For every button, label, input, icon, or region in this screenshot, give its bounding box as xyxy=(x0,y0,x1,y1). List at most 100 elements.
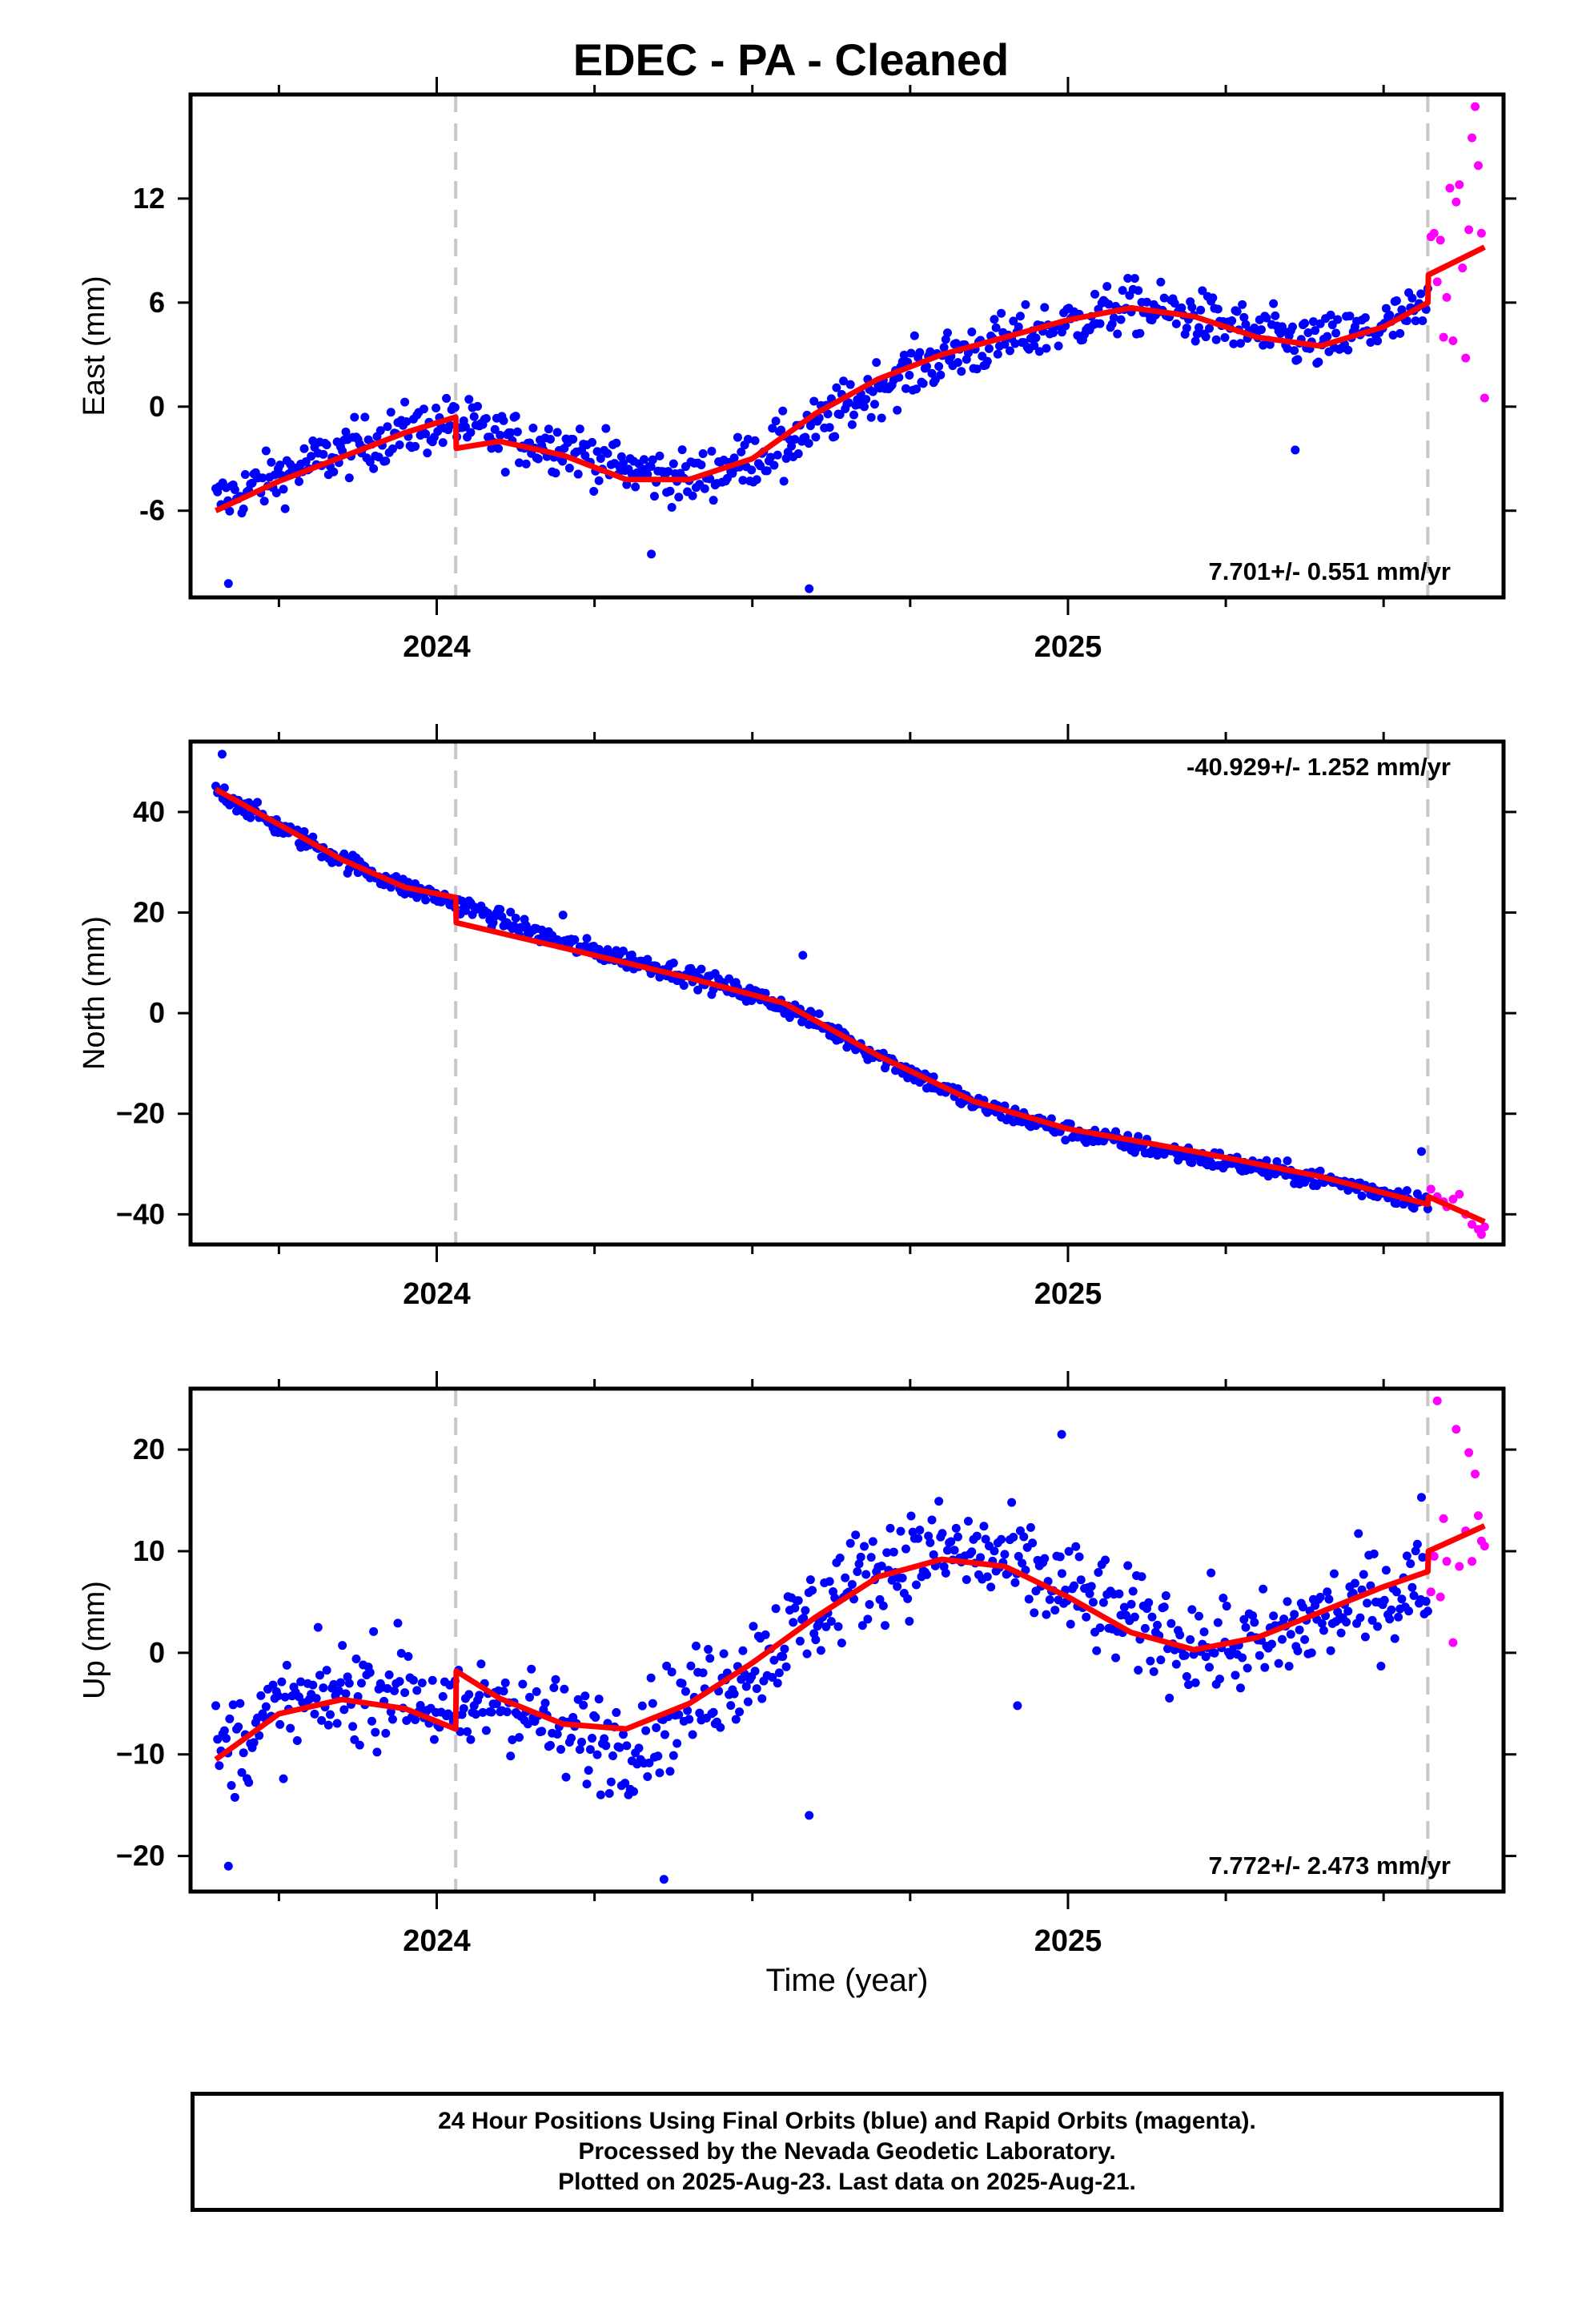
final-orbit-point xyxy=(393,1618,403,1628)
final-orbit-point xyxy=(674,1710,684,1719)
final-orbit-point xyxy=(768,424,777,433)
final-orbit-point xyxy=(1195,1611,1204,1621)
final-orbit-point xyxy=(906,348,916,358)
final-orbit-point xyxy=(1241,1622,1251,1632)
final-orbit-point xyxy=(667,502,677,512)
final-orbit-point xyxy=(697,964,706,974)
final-orbit-point xyxy=(351,1655,361,1664)
final-orbit-point xyxy=(1066,1619,1075,1629)
y-tick-label: -6 xyxy=(139,494,165,527)
final-orbit-point xyxy=(1269,1611,1279,1621)
final-orbit-point xyxy=(1397,1594,1407,1604)
final-orbit-point xyxy=(735,1707,745,1717)
final-orbit-point xyxy=(1210,1648,1219,1658)
final-orbit-point xyxy=(332,1719,342,1728)
panel-north: −40 −20 0 20 40 2024 2025 North (mm) -40.929+/- … xyxy=(78,724,1516,1311)
final-orbit-point xyxy=(1205,324,1215,333)
final-orbit-point xyxy=(246,813,255,822)
final-orbit-point xyxy=(799,1614,809,1623)
velocity-rate-label: -40.929+/- 1.252 mm/yr xyxy=(1186,753,1451,781)
final-orbit-point xyxy=(709,496,718,505)
final-orbit-point xyxy=(986,1582,996,1592)
final-orbit-point xyxy=(1010,1578,1020,1587)
rapid-orbit-point xyxy=(1468,133,1477,143)
plot-area xyxy=(211,750,1489,1239)
final-orbit-point xyxy=(411,441,420,451)
final-orbit-point xyxy=(271,489,281,498)
final-orbit-point xyxy=(280,504,290,513)
final-orbit-point xyxy=(1126,1599,1136,1609)
velocity-rate-label: 7.772+/- 2.473 mm/yr xyxy=(1209,1852,1451,1880)
final-orbit-point xyxy=(1256,325,1266,335)
final-orbit-point xyxy=(953,358,962,368)
final-orbit-point xyxy=(1191,336,1200,346)
final-orbit-point xyxy=(1366,337,1375,347)
rapid-orbit-point xyxy=(1448,1194,1458,1204)
final-orbit-point xyxy=(308,1680,318,1690)
rapid-orbit-point xyxy=(1448,1638,1458,1647)
final-orbit-point xyxy=(506,1751,516,1761)
final-orbit-point xyxy=(255,1731,264,1740)
plot-frame xyxy=(188,1386,1506,1894)
final-orbit-point xyxy=(540,1699,550,1708)
final-orbit-point xyxy=(282,1660,291,1670)
final-orbit-point xyxy=(901,384,910,393)
final-orbit-point xyxy=(591,1712,600,1722)
x-tick-label: 2024 xyxy=(403,1924,471,1958)
final-orbit-point xyxy=(1417,1147,1426,1156)
final-orbit-point xyxy=(1095,1623,1105,1633)
final-orbit-point xyxy=(258,473,267,483)
final-orbit-point xyxy=(1290,1610,1299,1619)
final-orbit-point xyxy=(527,1664,536,1674)
final-orbit-point xyxy=(549,1683,559,1692)
y-tick-label: 12 xyxy=(133,182,165,215)
final-orbit-point xyxy=(1156,277,1166,287)
final-orbit-point xyxy=(1184,1680,1194,1690)
final-orbit-point xyxy=(432,404,441,413)
final-orbit-point xyxy=(1050,1606,1060,1615)
final-orbit-point xyxy=(1307,1648,1316,1658)
final-orbit-point xyxy=(805,1575,815,1585)
final-orbit-point xyxy=(1064,1546,1074,1556)
final-orbit-point xyxy=(705,474,715,484)
final-orbit-point xyxy=(946,1537,956,1546)
final-orbit-point xyxy=(469,412,479,421)
final-orbit-point xyxy=(835,410,845,420)
y-tick-label: −40 xyxy=(116,1197,165,1230)
final-orbit-point xyxy=(865,1600,874,1610)
final-orbit-point xyxy=(1336,1628,1346,1638)
final-orbit-point xyxy=(1142,297,1152,307)
final-orbit-point xyxy=(408,1675,418,1685)
final-orbit-point xyxy=(1417,1493,1426,1502)
final-orbit-point xyxy=(647,549,656,559)
final-orbit-point xyxy=(750,436,760,445)
final-orbit-point xyxy=(1418,1553,1427,1562)
final-orbit-point xyxy=(442,393,452,403)
final-orbit-point xyxy=(279,485,288,494)
final-orbit-point xyxy=(1416,289,1426,299)
final-orbit-point xyxy=(863,1614,873,1624)
final-orbit-point xyxy=(1045,1595,1054,1605)
final-orbit-point xyxy=(1239,312,1249,322)
final-orbit-point xyxy=(375,426,385,436)
final-orbit-point xyxy=(1213,1618,1223,1627)
final-orbit-point xyxy=(1146,1656,1155,1666)
final-orbit-point xyxy=(532,1687,541,1696)
final-orbit-point xyxy=(889,1547,898,1557)
final-orbit-point xyxy=(778,1652,788,1662)
rapid-orbit-point xyxy=(1480,393,1489,403)
final-orbit-point xyxy=(1388,331,1398,340)
final-orbit-point xyxy=(804,439,813,448)
rapid-orbit-point xyxy=(1435,1592,1445,1602)
final-orbit-point xyxy=(644,1758,654,1767)
final-orbit-point xyxy=(662,1661,672,1671)
final-orbit-point xyxy=(466,1735,476,1744)
final-orbit-point xyxy=(1130,274,1139,283)
final-orbit-point xyxy=(615,1743,624,1752)
final-orbit-point xyxy=(1031,333,1041,343)
final-orbit-point xyxy=(643,955,652,964)
final-orbit-point xyxy=(585,1745,595,1755)
final-orbit-point xyxy=(1308,317,1318,327)
final-orbit-point xyxy=(972,364,982,374)
final-orbit-point xyxy=(1360,1632,1370,1642)
